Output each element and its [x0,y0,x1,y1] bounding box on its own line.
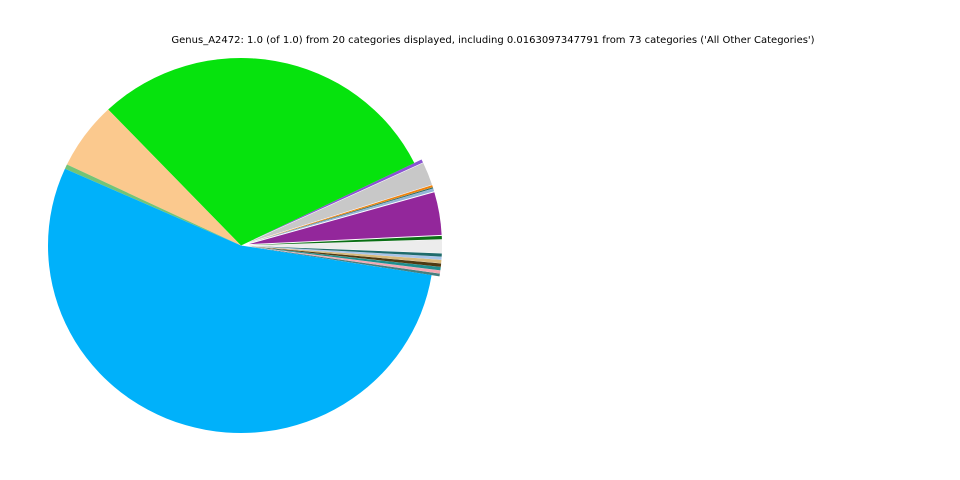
chart-title: Genus_A2472: 1.0 (of 1.0) from 20 catego… [171,35,815,46]
pie-slice-violet-sliver [248,159,423,243]
pie-slice-pink-sliver [248,246,441,274]
pie-slice-periwinkle-sliver [248,246,442,260]
pie-slice-dark-brown-sliver [248,246,442,267]
pie-slice-dark-teal-sliver [248,187,434,244]
pie-slice-sage-sliver [64,164,241,246]
pie-slice-peach-slice [66,109,242,246]
pie-slice-gray-teal-sliver [248,246,440,277]
pie-slice-dark-cyan-sliver [248,245,442,257]
pie-slice-green-slice [108,57,415,246]
pie-slice-teal-sliver [248,246,441,271]
pie-slice-orange-sliver [248,185,433,244]
pie-slice-tan-sliver [248,246,442,264]
pie-slice-silver-slice [248,163,432,243]
pie-slice-cyan-slice [47,168,432,434]
pie-slice-dark-green-sliver [248,235,442,246]
pie-slice-white-slice [249,239,442,254]
pie-slice-light-blue-sliver [248,188,435,244]
pie-slice-purple-slice [248,192,442,245]
